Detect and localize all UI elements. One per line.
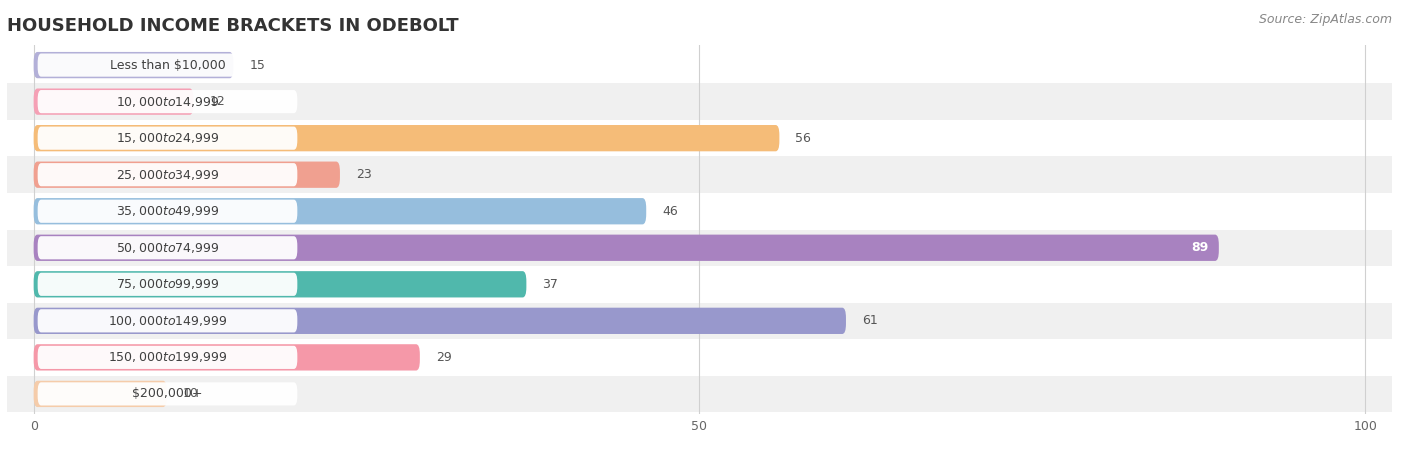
Text: 10: 10 bbox=[183, 387, 198, 400]
FancyBboxPatch shape bbox=[38, 163, 297, 186]
Text: $15,000 to $24,999: $15,000 to $24,999 bbox=[115, 131, 219, 145]
Text: Less than $10,000: Less than $10,000 bbox=[110, 58, 225, 72]
FancyBboxPatch shape bbox=[34, 344, 420, 370]
Text: 89: 89 bbox=[1191, 241, 1208, 254]
Text: 37: 37 bbox=[543, 278, 558, 291]
FancyBboxPatch shape bbox=[38, 382, 297, 405]
Bar bbox=[7, 302, 1392, 339]
FancyBboxPatch shape bbox=[34, 89, 194, 115]
FancyBboxPatch shape bbox=[38, 309, 297, 333]
Bar bbox=[7, 266, 1392, 302]
Text: $25,000 to $34,999: $25,000 to $34,999 bbox=[115, 168, 219, 182]
Text: 15: 15 bbox=[249, 58, 266, 72]
Bar bbox=[7, 193, 1392, 230]
Text: $75,000 to $99,999: $75,000 to $99,999 bbox=[115, 277, 219, 291]
Text: 46: 46 bbox=[662, 205, 678, 218]
Text: Source: ZipAtlas.com: Source: ZipAtlas.com bbox=[1258, 14, 1392, 27]
Text: HOUSEHOLD INCOME BRACKETS IN ODEBOLT: HOUSEHOLD INCOME BRACKETS IN ODEBOLT bbox=[7, 17, 458, 35]
FancyBboxPatch shape bbox=[38, 90, 297, 113]
Text: $50,000 to $74,999: $50,000 to $74,999 bbox=[115, 241, 219, 255]
FancyBboxPatch shape bbox=[38, 236, 297, 259]
FancyBboxPatch shape bbox=[38, 126, 297, 150]
FancyBboxPatch shape bbox=[34, 381, 167, 407]
Text: 56: 56 bbox=[796, 132, 811, 144]
Text: $35,000 to $49,999: $35,000 to $49,999 bbox=[115, 204, 219, 218]
Text: $200,000+: $200,000+ bbox=[132, 387, 202, 400]
FancyBboxPatch shape bbox=[34, 198, 647, 225]
Bar bbox=[7, 339, 1392, 376]
FancyBboxPatch shape bbox=[38, 200, 297, 223]
Text: 12: 12 bbox=[209, 95, 225, 108]
Bar bbox=[7, 376, 1392, 412]
Text: $100,000 to $149,999: $100,000 to $149,999 bbox=[108, 314, 228, 328]
FancyBboxPatch shape bbox=[34, 52, 233, 78]
FancyBboxPatch shape bbox=[38, 273, 297, 296]
FancyBboxPatch shape bbox=[34, 162, 340, 188]
Bar bbox=[7, 47, 1392, 83]
FancyBboxPatch shape bbox=[34, 125, 779, 151]
FancyBboxPatch shape bbox=[34, 271, 526, 297]
Bar bbox=[7, 120, 1392, 157]
Bar bbox=[7, 157, 1392, 193]
FancyBboxPatch shape bbox=[38, 54, 297, 76]
Text: $150,000 to $199,999: $150,000 to $199,999 bbox=[108, 351, 228, 364]
FancyBboxPatch shape bbox=[34, 234, 1219, 261]
FancyBboxPatch shape bbox=[34, 308, 846, 334]
FancyBboxPatch shape bbox=[38, 346, 297, 369]
Text: 61: 61 bbox=[862, 315, 877, 327]
Bar bbox=[7, 83, 1392, 120]
Bar bbox=[7, 230, 1392, 266]
Text: $10,000 to $14,999: $10,000 to $14,999 bbox=[115, 94, 219, 108]
Text: 29: 29 bbox=[436, 351, 451, 364]
Text: 23: 23 bbox=[356, 168, 371, 181]
